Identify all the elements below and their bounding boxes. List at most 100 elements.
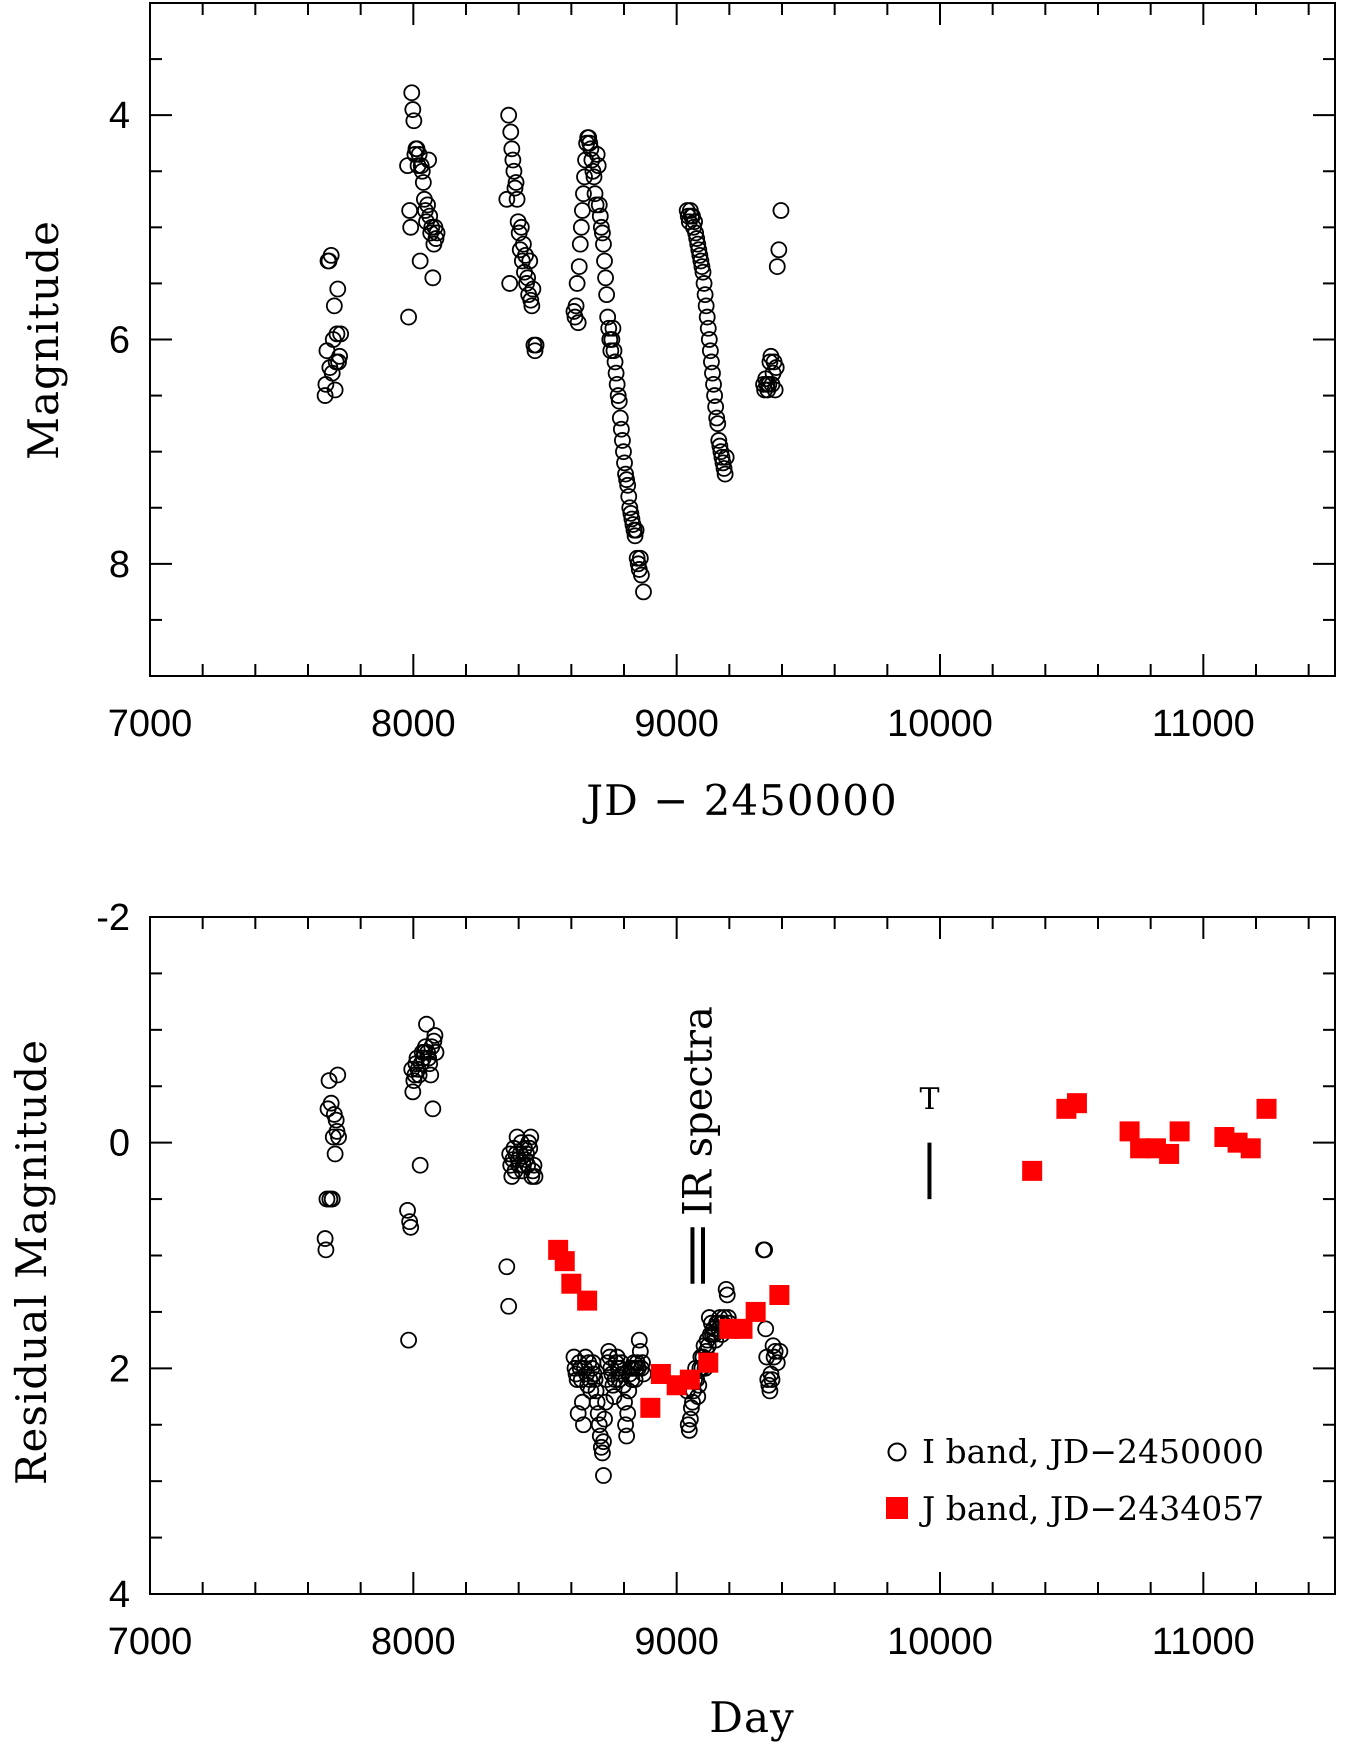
data-point (713, 448, 731, 466)
data-point (621, 499, 639, 517)
data-point (715, 460, 733, 477)
data-point (699, 319, 717, 337)
data-point (766, 381, 784, 399)
data-point (630, 1331, 648, 1349)
data-point (427, 230, 445, 247)
data-point (717, 1280, 735, 1298)
data-point (521, 252, 539, 270)
data-point (330, 1128, 347, 1146)
top-ticks (149, 2, 1335, 677)
data-point (1022, 1160, 1043, 1181)
x-tick-label: 8000 (371, 703, 456, 745)
data-point (710, 432, 728, 449)
legend-j-band-marker (886, 1497, 908, 1519)
data-point (716, 465, 734, 483)
data-point (707, 398, 725, 416)
legend: I band, JD−2450000 J band, JD−2434057 (886, 1432, 1264, 1528)
data-point (498, 190, 516, 208)
top-x-axis-title: JD − 2450000 (582, 776, 897, 825)
data-point (622, 504, 640, 522)
data-point (519, 269, 537, 287)
y-tick-label: 4 (109, 1574, 130, 1616)
data-point (692, 252, 710, 270)
data-point (631, 1343, 649, 1360)
data-point (583, 151, 601, 169)
data-point (614, 432, 631, 449)
data-point (505, 162, 523, 180)
data-point (329, 280, 347, 298)
data-point (526, 342, 544, 360)
data-point (419, 196, 436, 214)
legend-j-band-label: J band, JD−2434057 (919, 1489, 1264, 1528)
top-y-axis-title: Magnitude (19, 220, 68, 460)
data-point (680, 1421, 698, 1439)
data-point (705, 375, 722, 393)
data-point (582, 140, 600, 158)
data-point (568, 275, 586, 292)
data-point (596, 252, 613, 270)
data-point (425, 1032, 443, 1050)
data-point (316, 387, 334, 404)
data-point (527, 336, 545, 354)
data-point (634, 1354, 651, 1372)
data-point (401, 1213, 419, 1231)
data-point (687, 224, 705, 242)
x-tick-label: 10000 (887, 703, 993, 745)
data-point (402, 1218, 420, 1236)
data-point (607, 364, 625, 382)
bottom-data-points (316, 1015, 1277, 1484)
data-point (640, 1397, 661, 1418)
y-tick-label: 6 (109, 320, 130, 362)
x-tick-label: 9000 (634, 703, 719, 745)
y-tick-label: -2 (96, 897, 130, 939)
data-point (506, 179, 524, 197)
data-point (712, 443, 730, 461)
data-point (580, 129, 598, 147)
data-point (696, 286, 714, 304)
data-point (498, 1258, 516, 1276)
data-point (512, 218, 530, 236)
data-point (524, 280, 542, 298)
data-point (590, 196, 608, 214)
data-point (631, 549, 649, 567)
data-point (618, 471, 636, 489)
x-tick-label: 9000 (634, 1621, 719, 1663)
data-point (424, 1100, 442, 1118)
data-point (586, 185, 604, 203)
bottom-markers (690, 1142, 932, 1284)
data-point (587, 1382, 605, 1400)
data-point (606, 353, 624, 371)
data-point (411, 1156, 429, 1174)
data-point (1169, 1121, 1190, 1142)
data-point (594, 224, 611, 242)
data-point (402, 218, 420, 236)
data-point (592, 218, 610, 236)
data-point (756, 1241, 774, 1259)
data-point (585, 168, 603, 186)
data-point (418, 1015, 435, 1033)
data-point (595, 1467, 612, 1484)
data-point (1066, 1093, 1087, 1114)
data-point (698, 1352, 719, 1373)
data-point (400, 308, 417, 326)
data-point (411, 252, 429, 270)
bottom-tick-labels: 7000 8000 9000 10000 11000 -2 0 2 4 (96, 897, 1255, 1663)
data-point (605, 1388, 623, 1405)
data-point (584, 162, 602, 180)
data-point (608, 1348, 626, 1366)
data-point (690, 241, 708, 259)
data-point (322, 246, 340, 264)
data-point (523, 297, 541, 315)
data-point (694, 263, 712, 281)
x-tick-label: 10000 (887, 1621, 993, 1663)
data-point (525, 1156, 543, 1174)
data-point (718, 1286, 736, 1304)
data-point (617, 1416, 634, 1434)
data-point (500, 1297, 518, 1315)
data-point (761, 353, 779, 371)
top-data-points (316, 84, 790, 601)
data-point (501, 275, 519, 292)
data-point (414, 174, 432, 191)
data-point (650, 1363, 671, 1384)
data-point (326, 1145, 344, 1163)
